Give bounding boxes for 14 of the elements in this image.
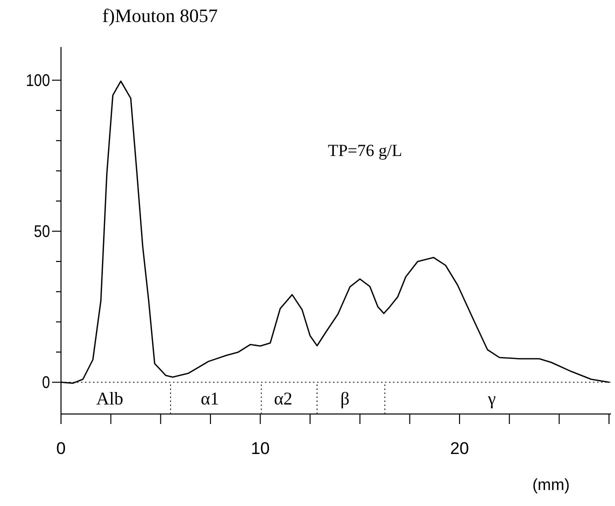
annotation: γ [486,388,496,408]
y-tick-label: 100 [26,72,50,90]
y-tick-label: 50 [34,223,50,242]
annotation: TP=76 g/L [328,141,402,160]
x-tick-label: 20 [450,439,470,458]
x-tick-label: 10 [250,439,270,458]
x-axis-title: (mm) [532,477,570,494]
y-tick-label: 0 [42,374,50,393]
annotation: Alb [96,388,124,408]
annotation: β [340,388,350,408]
chart-title: f)Mouton 8057 [102,6,218,27]
annotation: α1 [200,388,220,408]
annotation: α2 [274,388,292,408]
x-tick-label: 0 [56,439,66,458]
